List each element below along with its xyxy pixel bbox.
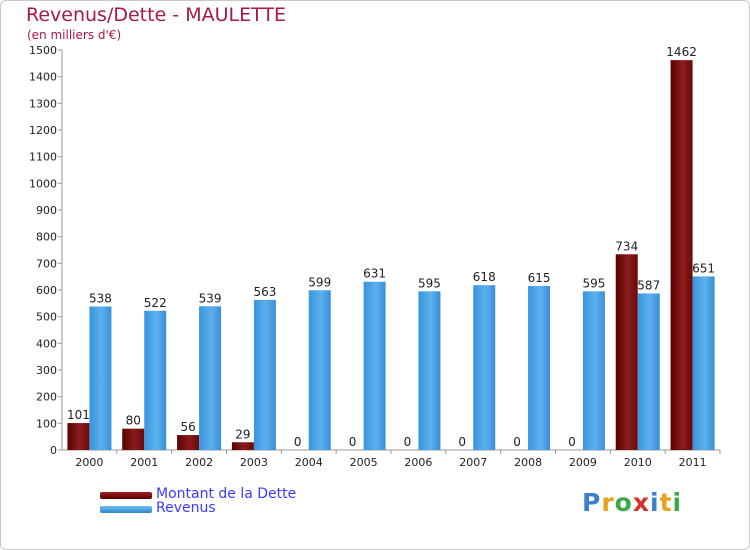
- bar-revenus: [418, 291, 441, 450]
- data-label-dette: 734: [615, 239, 638, 253]
- x-tick-label: 2011: [679, 456, 707, 469]
- data-label-dette: 80: [126, 414, 141, 428]
- logo-letter: t: [659, 488, 673, 517]
- data-label-revenus: 651: [692, 261, 715, 275]
- legend-label-dette: Montant de la Dette: [156, 486, 297, 502]
- y-tick-label: 900: [36, 204, 57, 217]
- data-label-dette: 1462: [666, 45, 697, 59]
- bar-dette: [615, 254, 638, 450]
- legend-swatch-dette: [100, 492, 152, 499]
- x-tick-label: 2007: [459, 456, 487, 469]
- x-tick-label: 2001: [130, 456, 158, 469]
- chart-subtitle: (en milliers d'€): [27, 28, 122, 42]
- y-tick-label: 100: [36, 417, 57, 430]
- legend-swatch-revenus: [100, 506, 152, 513]
- logo-letter: i: [650, 488, 660, 517]
- data-label-revenus: 599: [308, 275, 331, 289]
- bar-revenus: [528, 286, 551, 450]
- bar-revenus: [89, 306, 112, 450]
- data-label-revenus: 563: [253, 285, 276, 299]
- logo-letter: i: [672, 488, 683, 517]
- bar-dette: [122, 428, 145, 450]
- data-label-revenus: 538: [89, 292, 112, 306]
- y-tick-label: 1300: [29, 97, 57, 110]
- bar-revenus: [308, 290, 331, 450]
- logo-letter: r: [601, 488, 615, 517]
- legend-label-revenus: Revenus: [156, 500, 216, 516]
- data-label-dette: 101: [67, 408, 90, 422]
- data-label-revenus: 618: [473, 270, 496, 284]
- data-label-dette: 0: [458, 435, 466, 449]
- y-tick-label: 300: [36, 364, 57, 377]
- chart-title: Revenus/Dette - MAULETTE: [26, 4, 286, 26]
- bar-revenus: [473, 285, 496, 450]
- y-tick-label: 500: [36, 311, 57, 324]
- data-label-revenus: 595: [582, 276, 605, 290]
- data-label-dette: 29: [235, 427, 250, 441]
- y-tick-label: 1100: [29, 151, 57, 164]
- data-label-revenus: 539: [199, 291, 222, 305]
- bar-dette: [177, 435, 200, 450]
- y-tick-label: 200: [36, 391, 57, 404]
- data-label-revenus: 587: [637, 278, 660, 292]
- y-tick-label: 1000: [29, 177, 57, 190]
- data-label-dette: 0: [404, 435, 412, 449]
- data-label-revenus: 595: [418, 276, 441, 290]
- data-label-dette: 0: [568, 435, 576, 449]
- bar-dette: [670, 60, 693, 451]
- bar-revenus: [144, 310, 167, 450]
- logo-letter: x: [632, 488, 650, 517]
- data-label-revenus: 522: [144, 296, 167, 310]
- logo-letter: P: [582, 488, 602, 517]
- data-label-dette: 0: [349, 435, 357, 449]
- bar-dette: [67, 423, 90, 450]
- data-label-revenus: 615: [528, 271, 551, 285]
- y-tick-label: 1500: [29, 44, 57, 57]
- bar-revenus: [363, 281, 386, 450]
- y-tick-label: 1400: [29, 71, 57, 84]
- y-tick-label: 0: [50, 444, 57, 457]
- x-tick-label: 2003: [240, 456, 268, 469]
- y-tick-label: 700: [36, 257, 57, 270]
- y-tick-label: 1200: [29, 124, 57, 137]
- data-label-dette: 0: [294, 435, 302, 449]
- proxiti-logo: Proxiti: [582, 488, 682, 517]
- x-tick-label: 2002: [185, 456, 213, 469]
- data-label-revenus: 631: [363, 267, 386, 281]
- bar-revenus: [582, 291, 605, 450]
- x-tick-label: 2005: [350, 456, 378, 469]
- x-tick-label: 2009: [569, 456, 597, 469]
- logo-letter: o: [614, 488, 633, 517]
- bar-revenus: [253, 299, 276, 450]
- y-tick-label: 400: [36, 337, 57, 350]
- bar-dette: [231, 442, 254, 450]
- bar-chart: 0100200300400500600700800900100011001200…: [29, 44, 721, 469]
- y-tick-label: 600: [36, 284, 57, 297]
- bar-revenus: [692, 276, 715, 450]
- data-label-dette: 0: [513, 435, 521, 449]
- data-label-dette: 56: [180, 420, 195, 434]
- x-tick-label: 2006: [404, 456, 432, 469]
- x-tick-label: 2008: [514, 456, 542, 469]
- bar-revenus: [637, 293, 660, 450]
- x-tick-label: 2004: [295, 456, 323, 469]
- bar-revenus: [199, 306, 222, 450]
- y-tick-label: 800: [36, 231, 57, 244]
- x-tick-label: 2000: [75, 456, 103, 469]
- x-tick-label: 2010: [624, 456, 652, 469]
